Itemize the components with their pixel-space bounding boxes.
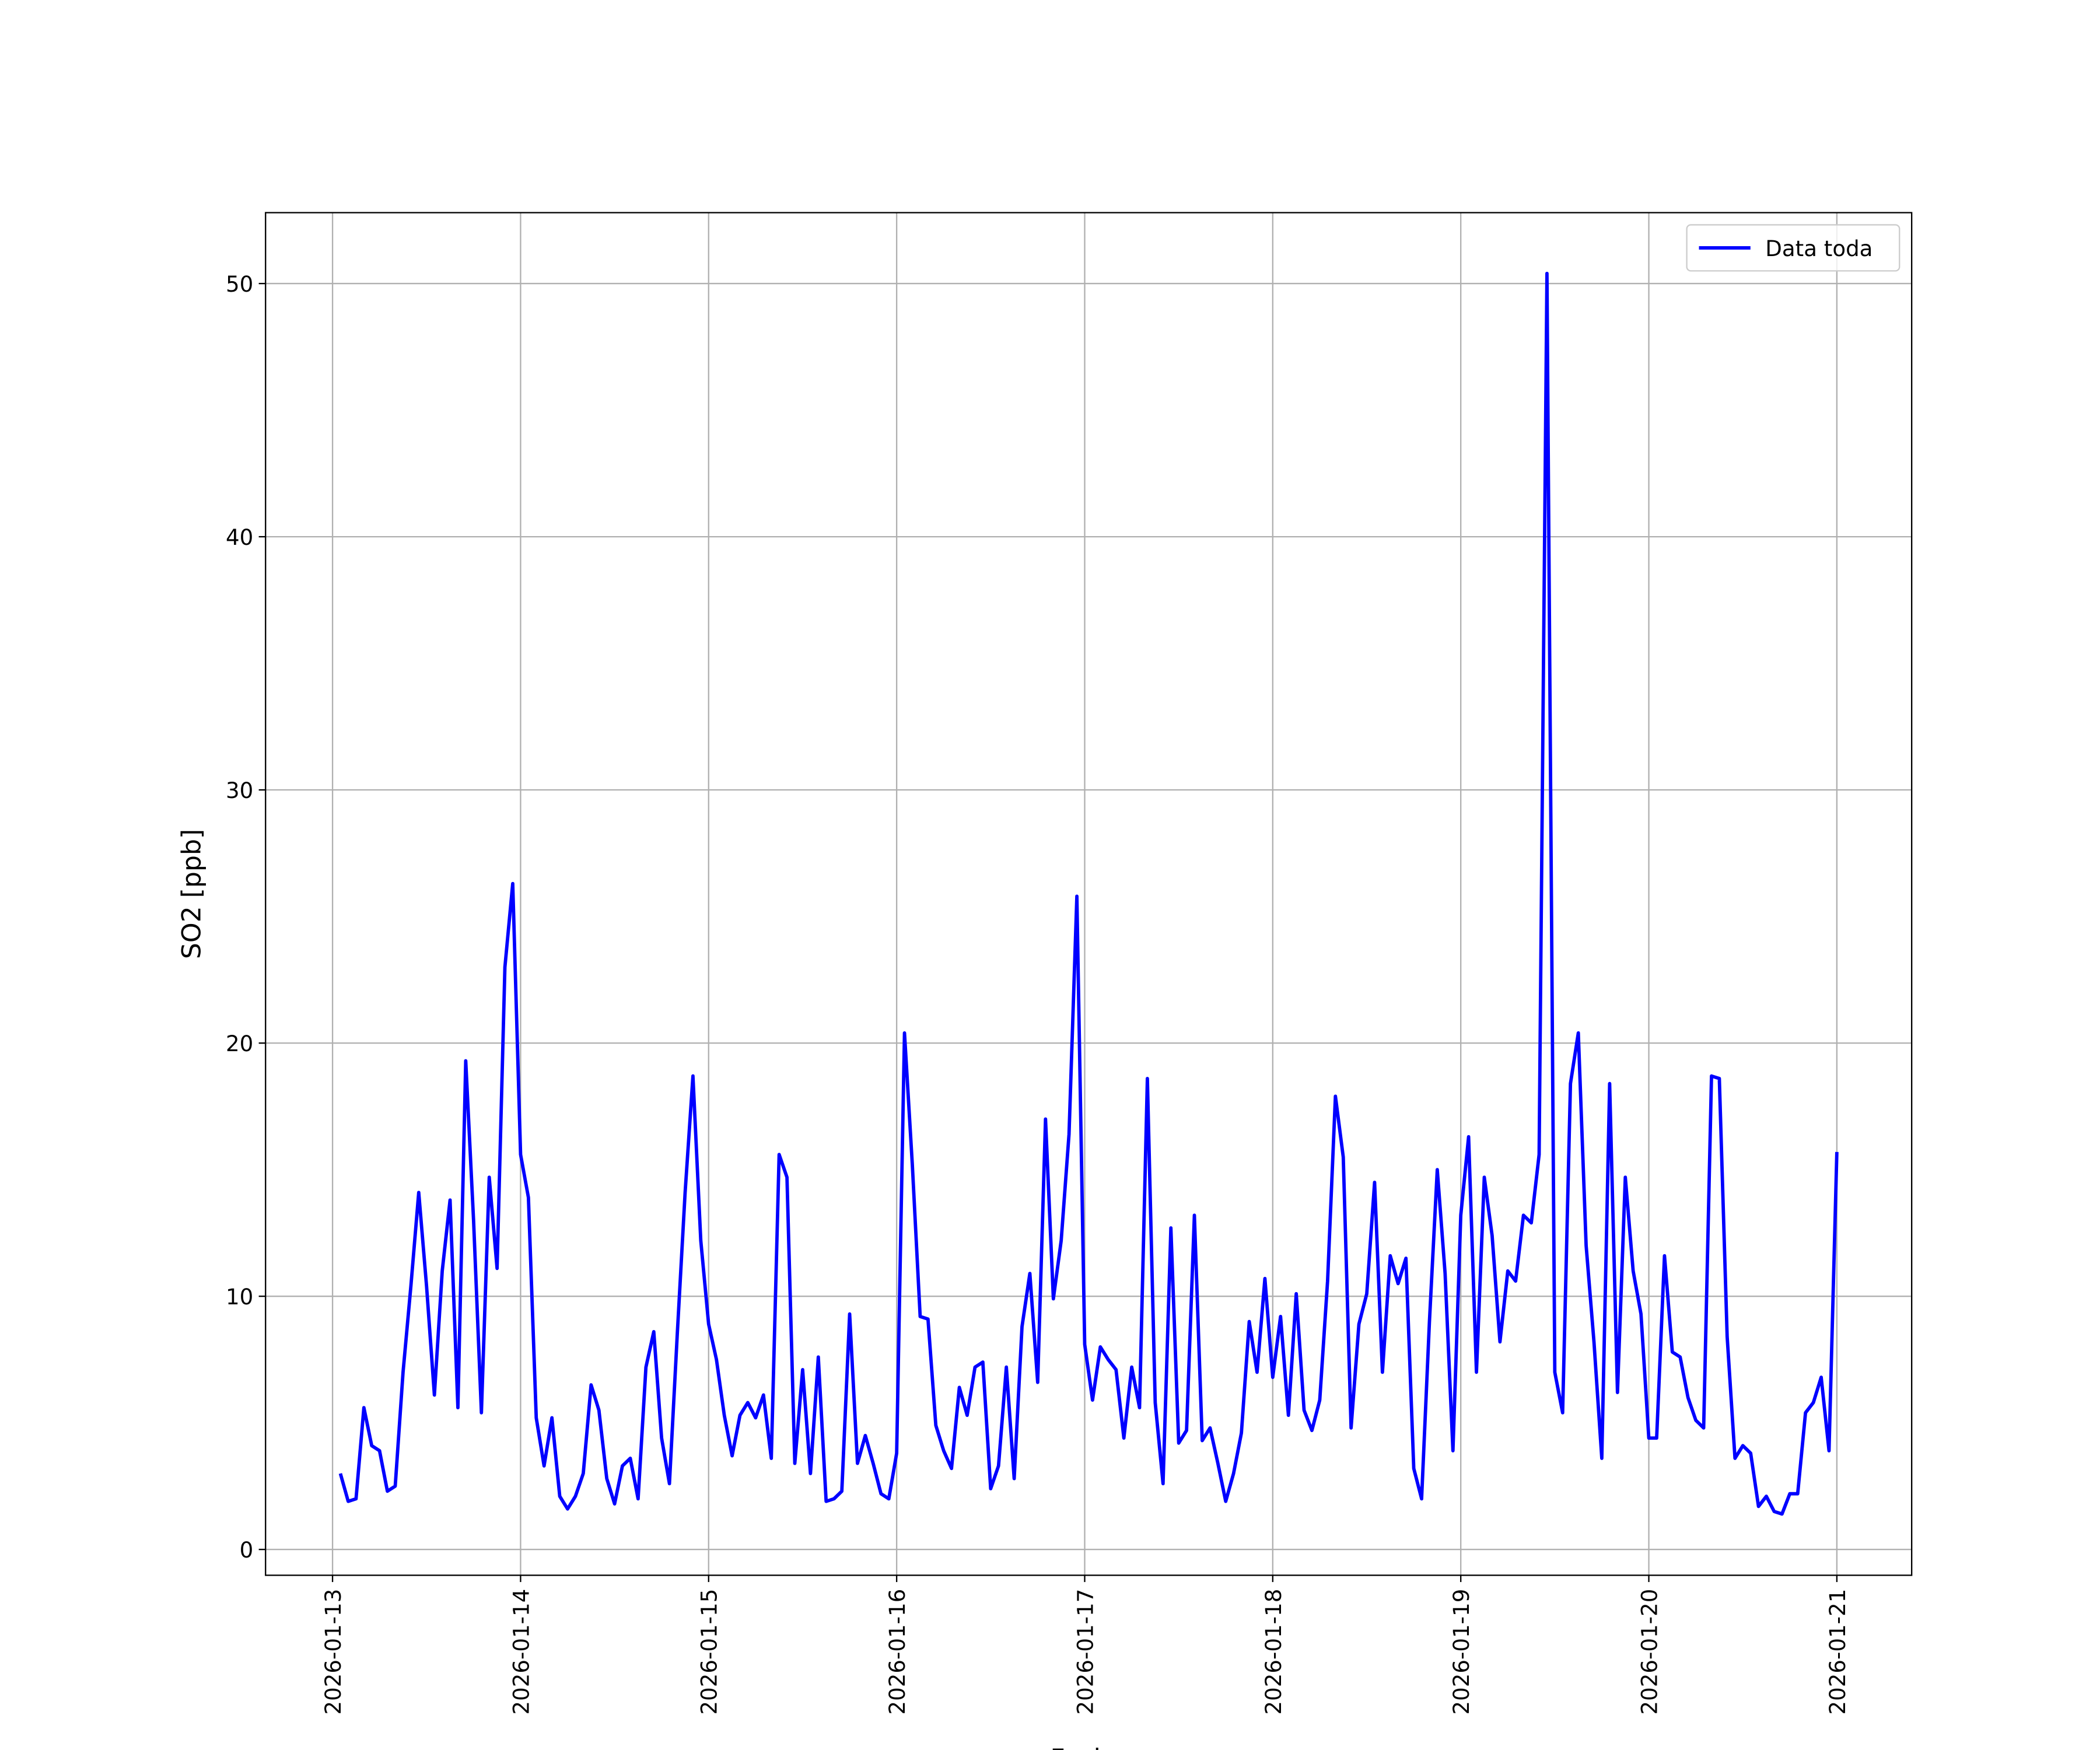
y-tick-label: 40	[226, 525, 253, 550]
y-tick-label: 10	[226, 1284, 253, 1310]
x-tick-label: 2026-01-15	[697, 1589, 722, 1715]
x-tick-label: 2026-01-21	[1825, 1589, 1850, 1715]
y-tick-label: 20	[226, 1031, 253, 1056]
data-line	[338, 271, 1839, 1516]
y-axis-label: SO2 [ppb]	[177, 829, 207, 959]
x-axis-label: Fecha	[1050, 1744, 1125, 1750]
plot-frame	[265, 212, 1913, 1576]
y-tick-label: 30	[226, 778, 253, 803]
legend-label: Data toda	[1765, 236, 1873, 261]
x-tick-label: 2026-01-13	[321, 1589, 346, 1715]
x-tick-label: 2026-01-20	[1637, 1589, 1662, 1715]
x-tick-label: 2026-01-14	[509, 1589, 534, 1715]
y-tick-label: 50	[226, 272, 253, 297]
legend-box	[1686, 224, 1901, 272]
x-tick-label: 2026-01-19	[1449, 1589, 1474, 1715]
x-tick-label: 2026-01-16	[885, 1589, 910, 1715]
y-tick-label: 0	[240, 1538, 254, 1563]
x-tick-label: 2026-01-18	[1261, 1589, 1286, 1715]
x-tick-label: 2026-01-17	[1073, 1589, 1098, 1715]
